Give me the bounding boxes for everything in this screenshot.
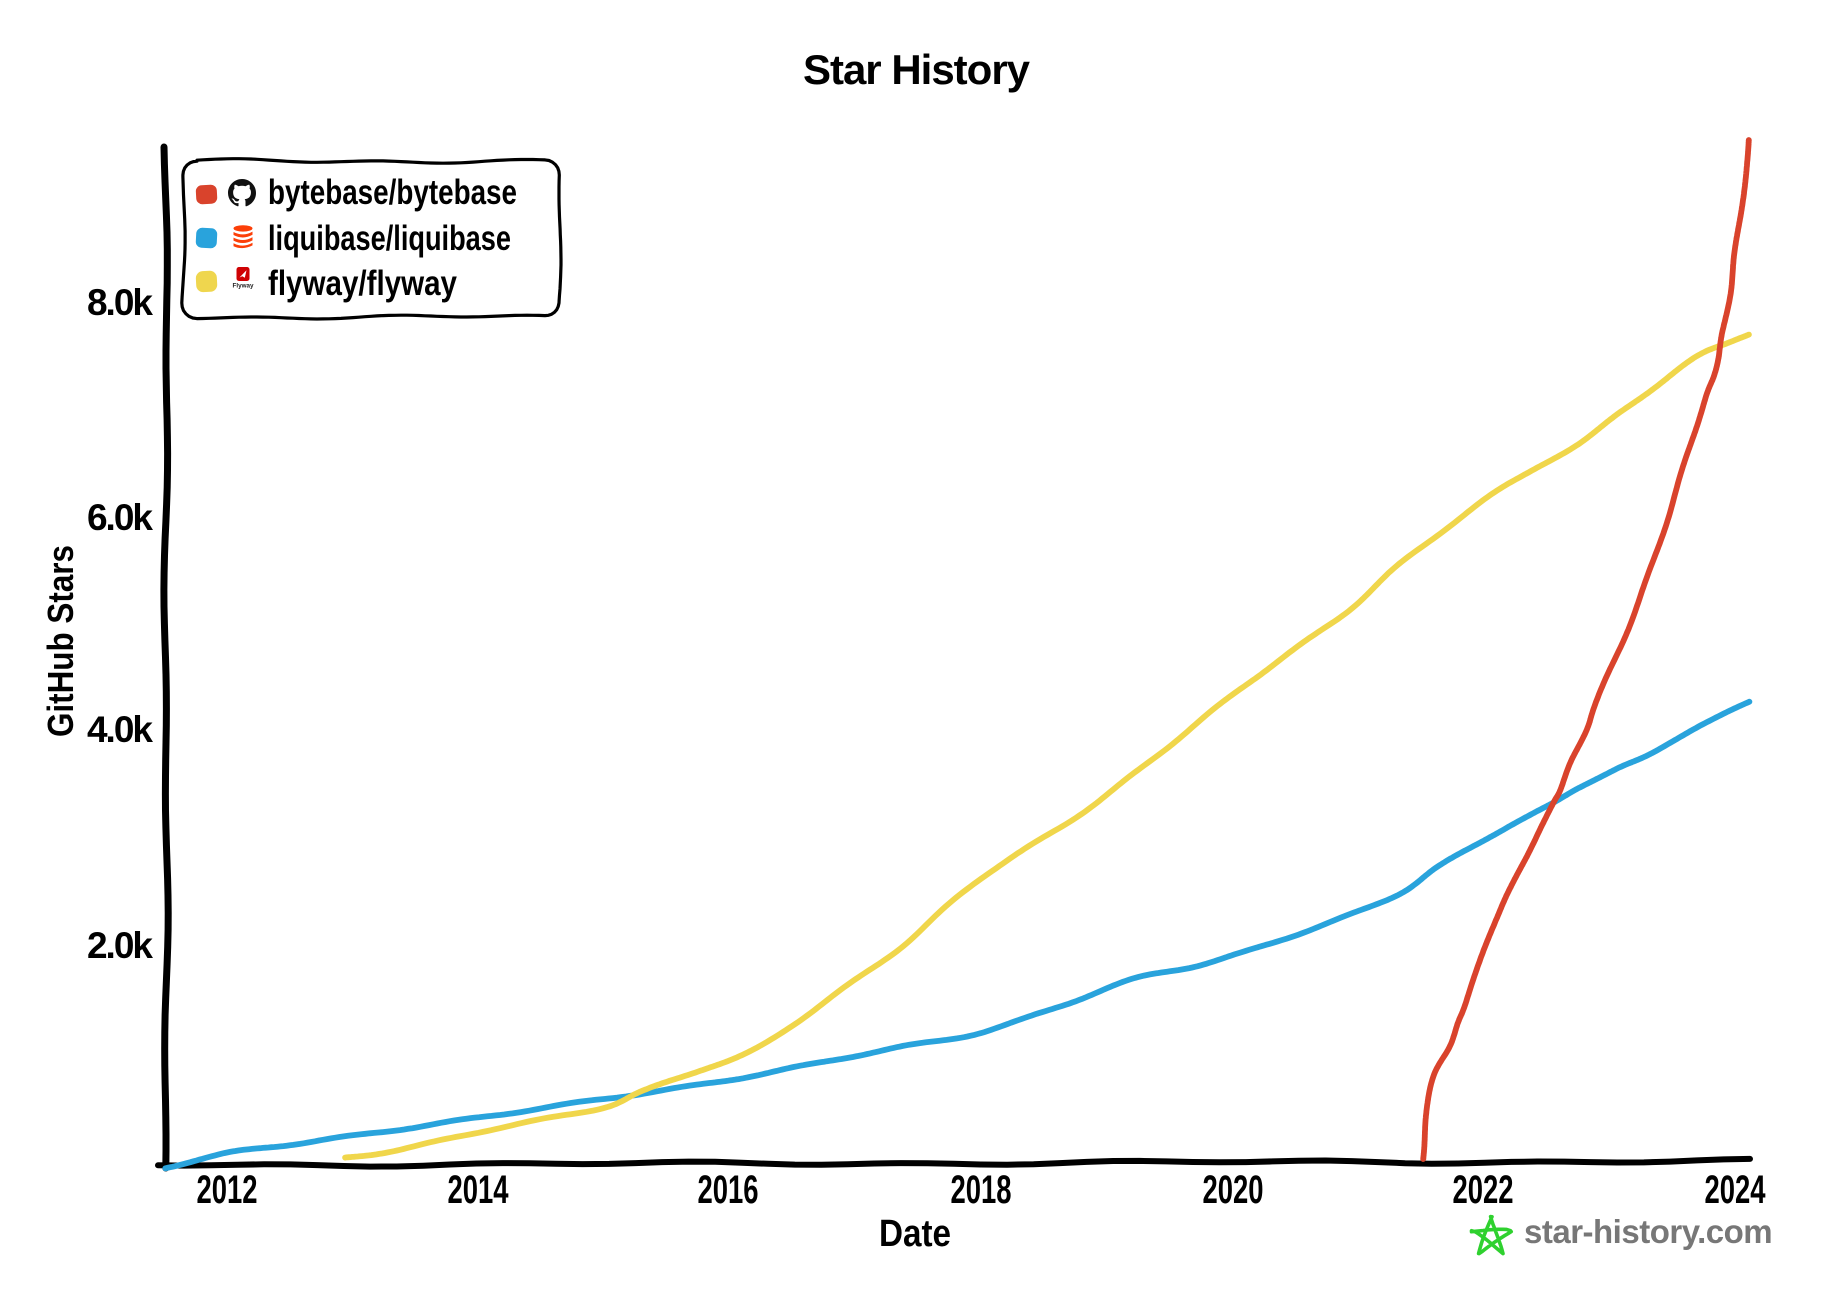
svg-text:GitHub Stars: GitHub Stars — [40, 545, 81, 737]
svg-text:star-history.com: star-history.com — [1524, 1213, 1772, 1250]
svg-text:2014: 2014 — [448, 1168, 510, 1212]
svg-text:bytebase/bytebase: bytebase/bytebase — [268, 173, 517, 212]
svg-text:liquibase/liquibase: liquibase/liquibase — [268, 219, 511, 258]
svg-text:2024: 2024 — [1705, 1168, 1767, 1212]
svg-text:2020: 2020 — [1203, 1168, 1264, 1212]
svg-text:2012: 2012 — [197, 1168, 258, 1212]
svg-text:2018: 2018 — [951, 1168, 1012, 1212]
svg-text:2.0k: 2.0k — [87, 925, 153, 966]
svg-text:2022: 2022 — [1453, 1168, 1514, 1212]
svg-text:Flyway: Flyway — [233, 283, 254, 290]
svg-text:Date: Date — [879, 1213, 951, 1255]
svg-text:4.0k: 4.0k — [87, 709, 153, 750]
svg-text:Star History: Star History — [803, 46, 1031, 93]
svg-text:8.0k: 8.0k — [87, 282, 153, 323]
svg-text:2016: 2016 — [698, 1168, 759, 1212]
svg-text:6.0k: 6.0k — [87, 497, 153, 538]
svg-text:flyway/flyway: flyway/flyway — [268, 264, 457, 303]
